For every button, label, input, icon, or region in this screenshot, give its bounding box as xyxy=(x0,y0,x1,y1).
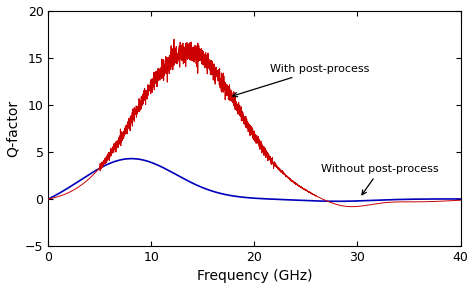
Y-axis label: Q-factor: Q-factor xyxy=(6,100,19,157)
X-axis label: Frequency (GHz): Frequency (GHz) xyxy=(197,269,312,284)
Text: Without post-process: Without post-process xyxy=(321,164,439,195)
Text: With post-process: With post-process xyxy=(233,64,369,97)
